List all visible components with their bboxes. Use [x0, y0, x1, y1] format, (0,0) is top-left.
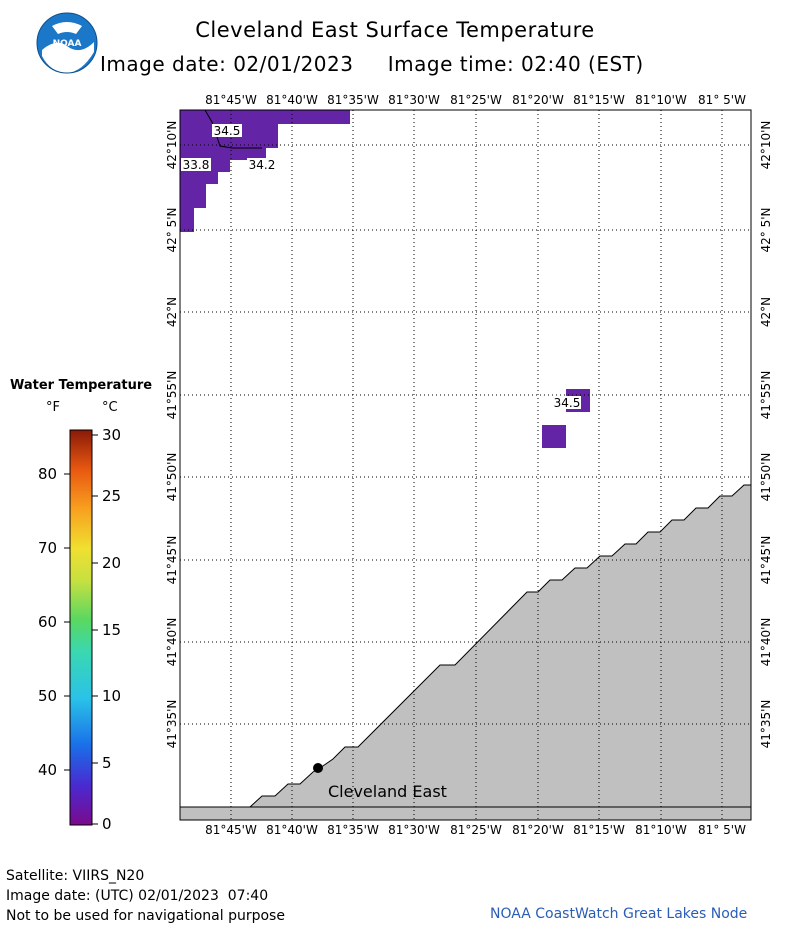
credit-link[interactable]: NOAA CoastWatch Great Lakes Node	[490, 906, 748, 922]
lon-label: 81°45'W	[205, 823, 257, 837]
temp-label: 33.8	[183, 158, 210, 172]
lat-label: 41°45'N	[759, 536, 773, 585]
legend-c-label: 15	[102, 621, 122, 639]
legend-c-label: 0	[102, 815, 112, 833]
image-date: Image date: 02/01/2023	[100, 52, 354, 76]
lat-label: 41°35'N	[165, 700, 179, 749]
color-scale-bar	[64, 429, 98, 826]
legend-c-label: 20	[102, 554, 122, 572]
temp-label: 34.5	[554, 396, 581, 410]
lat-label: 41°40'N	[759, 618, 773, 667]
lon-label: 81°45'W	[205, 93, 257, 107]
lon-label: 81°30'W	[388, 93, 440, 107]
lat-label: 42°10'N	[165, 121, 179, 170]
legend-c-label: 10	[102, 687, 122, 705]
noaa-logo-icon: NOAA	[36, 12, 98, 74]
footer-info: Satellite: VIIRS_N20 Image date: (UTC) 0…	[6, 866, 285, 926]
lon-label: 81°20'W	[512, 823, 564, 837]
lon-labels-top: 81°45'W 81°40'W 81°35'W 81°30'W 81°25'W 81°20…	[205, 93, 746, 107]
lat-label: 42° 5'N	[165, 208, 179, 253]
lat-label: 41°55'N	[759, 371, 773, 420]
legend-title: Water Temperature	[10, 378, 153, 393]
lon-label: 81°35'W	[327, 823, 379, 837]
lat-label: 41°35'N	[759, 700, 773, 749]
lon-label: 81°25'W	[450, 823, 502, 837]
legend-c-label: 30	[102, 426, 122, 444]
legend-unit-f: °F	[46, 400, 60, 415]
lat-label: 41°45'N	[165, 536, 179, 585]
utc-date-label: Image date: (UTC) 02/01/2023 07:40	[6, 888, 269, 904]
satellite-label: Satellite: VIIRS_N20	[6, 868, 145, 884]
image-time: Image time: 02:40 (EST)	[387, 52, 644, 76]
lon-label: 81°35'W	[327, 93, 379, 107]
temp-label: 34.5	[214, 124, 241, 138]
lon-label: 81° 5'W	[698, 93, 746, 107]
temperature-pixels	[180, 110, 590, 448]
land-area	[179, 484, 752, 821]
temp-label: 34.2	[249, 158, 276, 172]
lon-label: 81°20'W	[512, 93, 564, 107]
lat-label: 42°N	[165, 297, 179, 327]
city-label: Cleveland East	[328, 782, 447, 801]
lat-label: 42°N	[759, 297, 773, 327]
lat-label: 41°50'N	[759, 453, 773, 502]
legend-f-label: 70	[38, 539, 58, 557]
lon-label: 81°40'W	[266, 93, 318, 107]
legend-f-label: 60	[38, 613, 58, 631]
image-date-time: Image date: 02/01/2023 Image time: 02:40…	[100, 52, 644, 76]
city-marker[interactable]	[313, 763, 323, 773]
legend-f-label: 80	[38, 465, 58, 483]
legend-unit-c: °C	[102, 400, 118, 415]
lat-label: 42° 5'N	[759, 208, 773, 253]
lon-label: 81° 5'W	[698, 823, 746, 837]
lon-label: 81°25'W	[450, 93, 502, 107]
lat-label: 41°40'N	[165, 618, 179, 667]
lat-labels-right: 42°10'N 42° 5'N 42°N 41°55'N 41°50'N 41°45'N 4…	[759, 121, 773, 749]
logo-text: NOAA	[53, 39, 82, 49]
legend-c-label: 25	[102, 487, 122, 505]
lon-label: 81°15'W	[573, 93, 625, 107]
lon-label: 81°10'W	[635, 823, 687, 837]
legend-f-label: 50	[38, 687, 58, 705]
legend-f-label: 40	[38, 761, 58, 779]
legend-c-label: 5	[102, 754, 112, 772]
disclaimer: Not to be used for navigational purpose	[6, 908, 285, 924]
lon-label: 81°40'W	[266, 823, 318, 837]
lon-label: 81°30'W	[388, 823, 440, 837]
lon-label: 81°10'W	[635, 93, 687, 107]
lon-label: 81°15'W	[573, 823, 625, 837]
page-title: Cleveland East Surface Temperature	[195, 18, 595, 42]
lat-label: 42°10'N	[759, 121, 773, 170]
temperature-labels: 34.5 33.8 34.2 34.5	[181, 124, 581, 410]
map-frame	[179, 109, 752, 821]
lon-labels-bottom: 81°45'W 81°40'W 81°35'W 81°30'W 81°25'W 81°20…	[205, 823, 746, 837]
lat-label: 41°55'N	[165, 371, 179, 420]
lat-label: 41°50'N	[165, 453, 179, 502]
lat-labels-left: 42°10'N 42° 5'N 42°N 41°55'N 41°50'N 41°45'N 4…	[165, 121, 179, 749]
